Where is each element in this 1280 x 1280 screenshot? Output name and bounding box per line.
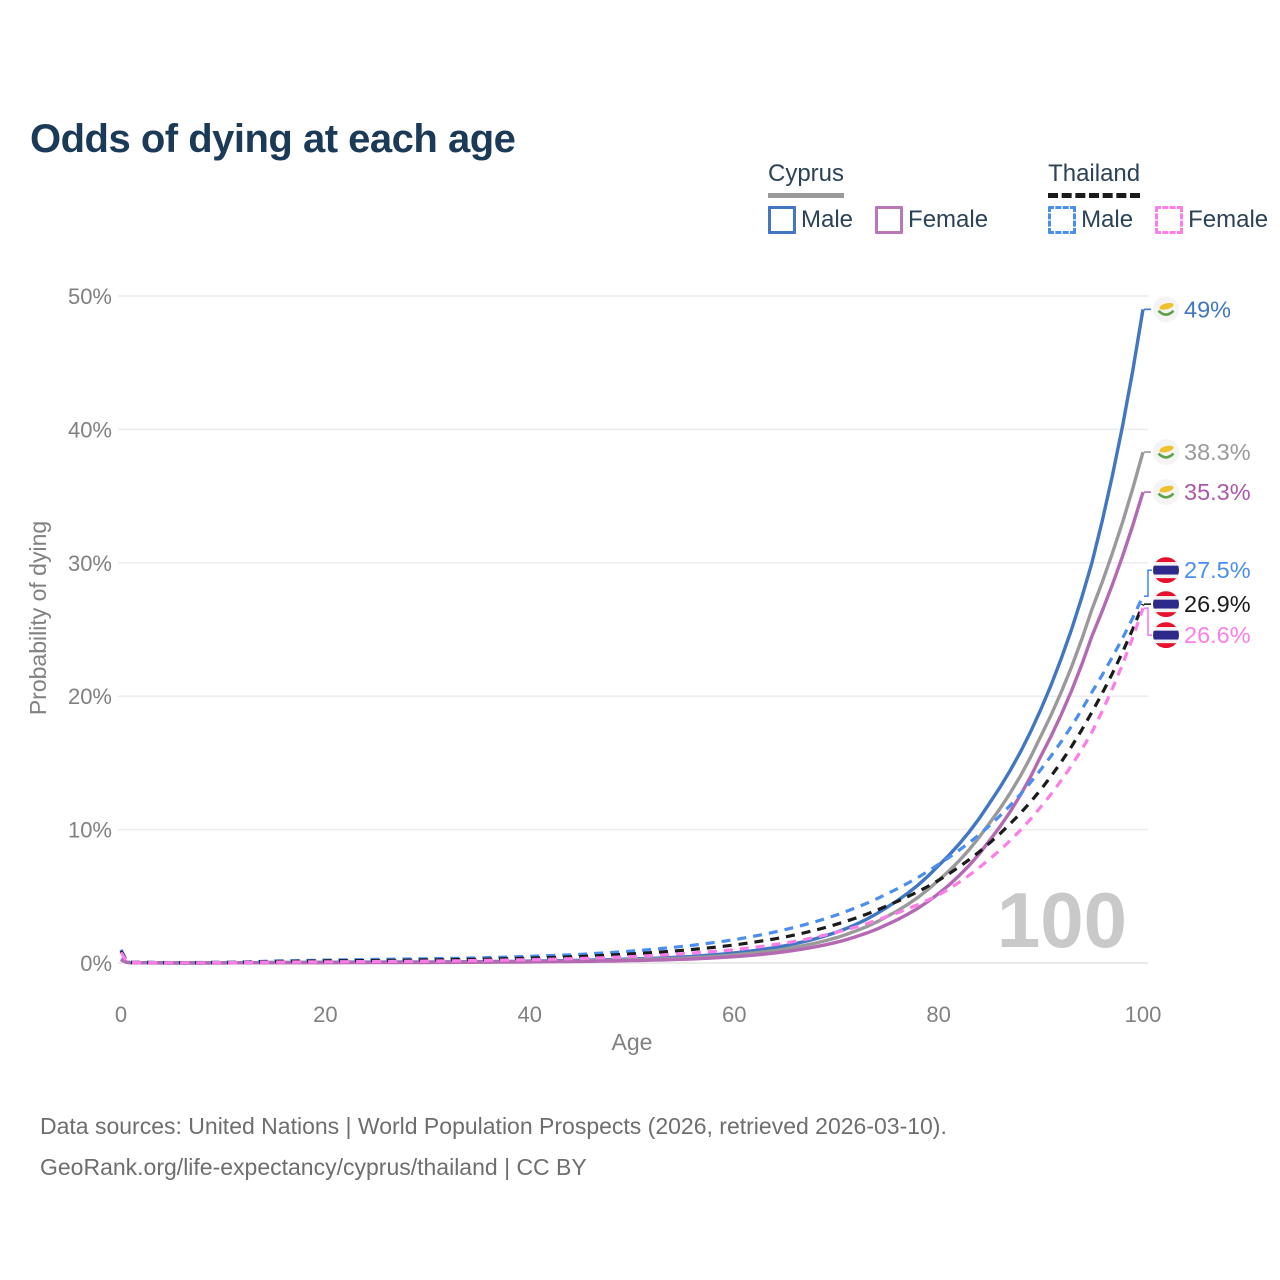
thailand-flag-stripe xyxy=(1153,643,1179,649)
thailand-flag-stripe xyxy=(1153,639,1179,644)
thailand-female-swatch-icon xyxy=(1155,206,1184,234)
legend-item-cyprus-female[interactable]: Female xyxy=(875,206,988,234)
legend-item-thailand-female[interactable]: Female xyxy=(1155,206,1268,234)
cyprus-flag-wreath xyxy=(1157,492,1175,499)
label-connector xyxy=(1144,607,1152,636)
legend-items-thailand: Male Female xyxy=(1048,206,1268,234)
page-title: Odds of dying at each age xyxy=(30,116,516,161)
legend-item-thailand-male[interactable]: Male xyxy=(1048,206,1133,234)
legend-label: Male xyxy=(801,206,854,233)
chart: 0% 10% 20% 30% 40% 50% 0 20 40 60 80 100 Age Probabil… xyxy=(0,250,1280,1060)
footer: Data sources: United Nations | World Pop… xyxy=(40,1106,947,1188)
thailand-flag-stripe xyxy=(1153,562,1179,566)
thailand-flag-icon xyxy=(1153,591,1179,618)
x-tick-label: 100 xyxy=(1125,1002,1162,1027)
end-value-label: 27.5% xyxy=(1184,557,1251,583)
thailand-flag-icon xyxy=(1153,557,1179,584)
thailand-flag-stripe xyxy=(1153,622,1179,628)
legend: Cyprus Male Female Thailand Male Female xyxy=(768,160,1268,234)
end-value-label: 26.9% xyxy=(1184,591,1251,617)
thailand-flag-stripe xyxy=(1153,612,1179,618)
x-axis-title: Age xyxy=(612,1029,653,1055)
legend-header-thailand: Thailand xyxy=(1048,160,1141,198)
legend-header-cyprus: Cyprus xyxy=(768,160,845,198)
cyprus-flag-wreath xyxy=(1157,309,1175,316)
y-tick-label: 20% xyxy=(68,684,112,709)
legend-label: Female xyxy=(1188,206,1269,233)
series-line-thailand-female[interactable] xyxy=(119,607,1145,965)
data-sources-text: Data sources: United Nations | World Pop… xyxy=(40,1113,947,1139)
end-value-label: 49% xyxy=(1184,296,1231,322)
legend-items-cyprus: Male Female xyxy=(768,206,988,234)
series-line-thailand-male[interactable] xyxy=(119,595,1145,965)
series-line-thailand-both-sexes[interactable] xyxy=(119,603,1145,965)
x-tick-label: 20 xyxy=(313,1002,337,1027)
end-value-label: 38.3% xyxy=(1184,439,1251,465)
legend-label: Female xyxy=(908,206,989,233)
y-tick-label: 10% xyxy=(68,818,112,843)
legend-label: Male xyxy=(1081,206,1134,233)
thailand-flag-stripe xyxy=(1153,608,1179,613)
label-connector xyxy=(1144,569,1152,597)
y-tick-label: 0% xyxy=(80,951,112,976)
thailand-flag-stripe xyxy=(1153,596,1179,600)
x-tick-label: 80 xyxy=(926,1002,950,1027)
thailand-flag-stripe xyxy=(1153,565,1179,575)
thailand-flag-stripe xyxy=(1153,599,1179,609)
thailand-flag-stripe xyxy=(1153,630,1179,640)
attribution-link-text[interactable]: GeoRank.org/life-expectancy/cyprus/thail… xyxy=(40,1154,587,1180)
cyprus-flag-island xyxy=(1159,445,1174,453)
thailand-flag-stripe xyxy=(1153,591,1179,597)
cyprus-flag-island xyxy=(1159,302,1174,310)
end-value-label: 26.6% xyxy=(1184,622,1251,648)
y-tick-label: 40% xyxy=(68,417,112,442)
cyprus-female-swatch-icon xyxy=(875,206,904,234)
series-line-cyprus-male[interactable] xyxy=(120,309,1145,965)
cyprus-flag-island xyxy=(1159,485,1174,493)
legend-group-cyprus: Cyprus Male Female xyxy=(768,160,988,234)
age-watermark: 100 xyxy=(997,876,1127,964)
x-tick-label: 0 xyxy=(115,1002,127,1027)
thailand-flag-stripe xyxy=(1153,578,1179,584)
series-line-cyprus-both-sexes[interactable] xyxy=(120,451,1145,965)
thailand-flag-stripe xyxy=(1153,574,1179,579)
x-tick-label: 60 xyxy=(722,1002,746,1027)
thailand-flag-icon xyxy=(1153,622,1179,649)
thailand-flag-stripe xyxy=(1153,557,1179,563)
x-tick-label: 40 xyxy=(518,1002,542,1027)
cyprus-male-swatch-icon xyxy=(768,206,796,234)
y-tick-label: 50% xyxy=(68,284,112,309)
legend-item-cyprus-male[interactable]: Male xyxy=(768,206,853,234)
y-axis-title: Probability of dying xyxy=(25,521,51,715)
end-value-label: 35.3% xyxy=(1184,479,1251,505)
chart-svg: 0% 10% 20% 30% 40% 50% 0 20 40 60 80 100 Age Probabil… xyxy=(25,284,1251,1055)
y-tick-label: 30% xyxy=(68,551,112,576)
thailand-male-swatch-icon xyxy=(1048,206,1077,234)
cyprus-flag-wreath xyxy=(1157,452,1175,459)
thailand-flag-stripe xyxy=(1153,627,1179,631)
legend-group-thailand: Thailand Male Female xyxy=(1048,160,1268,234)
